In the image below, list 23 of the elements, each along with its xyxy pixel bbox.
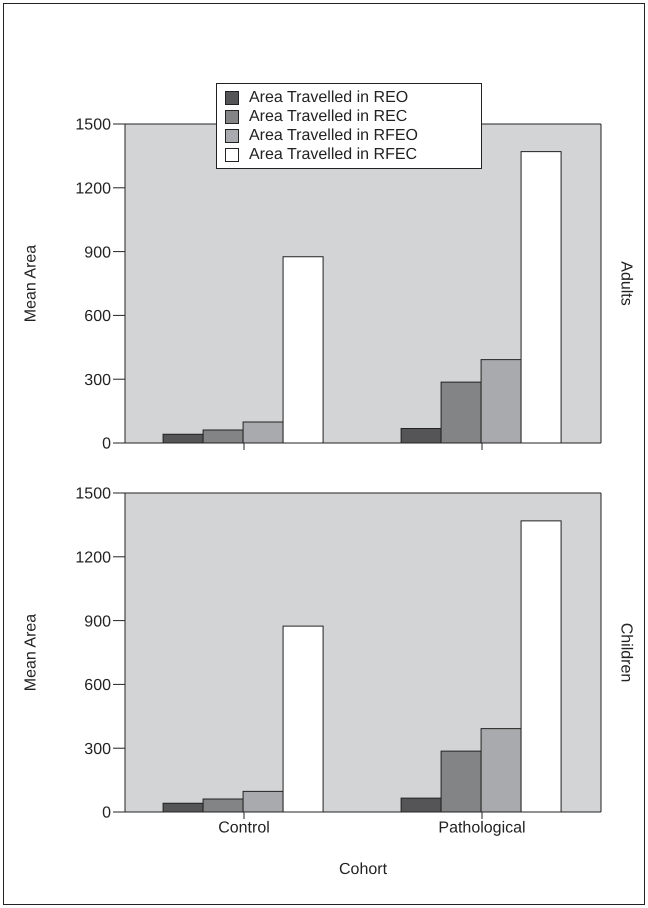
y-tick-label: 600 bbox=[84, 308, 112, 326]
y-tick-label: 1200 bbox=[75, 180, 112, 198]
y-tick-label: 1200 bbox=[75, 549, 112, 566]
y-tick-label: 900 bbox=[84, 244, 112, 262]
y-tick-label: 600 bbox=[84, 677, 112, 694]
y-tick-label: 900 bbox=[84, 613, 112, 630]
x-tick-label: Pathological bbox=[438, 819, 526, 836]
y-axis-title: Mean Area bbox=[22, 614, 40, 692]
y-tick-label: 300 bbox=[84, 372, 112, 389]
legend-label: Area Travelled in RFEC bbox=[249, 145, 418, 164]
y-tick-label: 1500 bbox=[75, 486, 112, 503]
x-axis-title: Cohort bbox=[338, 861, 388, 878]
legend-label: Area Travelled in RFEO bbox=[249, 126, 418, 145]
legend-label: Area Travelled in REC bbox=[249, 107, 408, 126]
x-tick-label: Control bbox=[218, 819, 270, 836]
text: Adults bbox=[617, 261, 634, 306]
y-axis-title: Mean Area bbox=[22, 244, 40, 322]
y-tick-label: 0 bbox=[102, 804, 112, 822]
y-tick-label: 300 bbox=[84, 740, 112, 758]
y-tick-label: 1500 bbox=[75, 116, 112, 134]
y-tick-label: 0 bbox=[102, 436, 112, 453]
legend-label: Area Travelled in REO bbox=[249, 88, 408, 107]
text: Children bbox=[617, 622, 634, 682]
